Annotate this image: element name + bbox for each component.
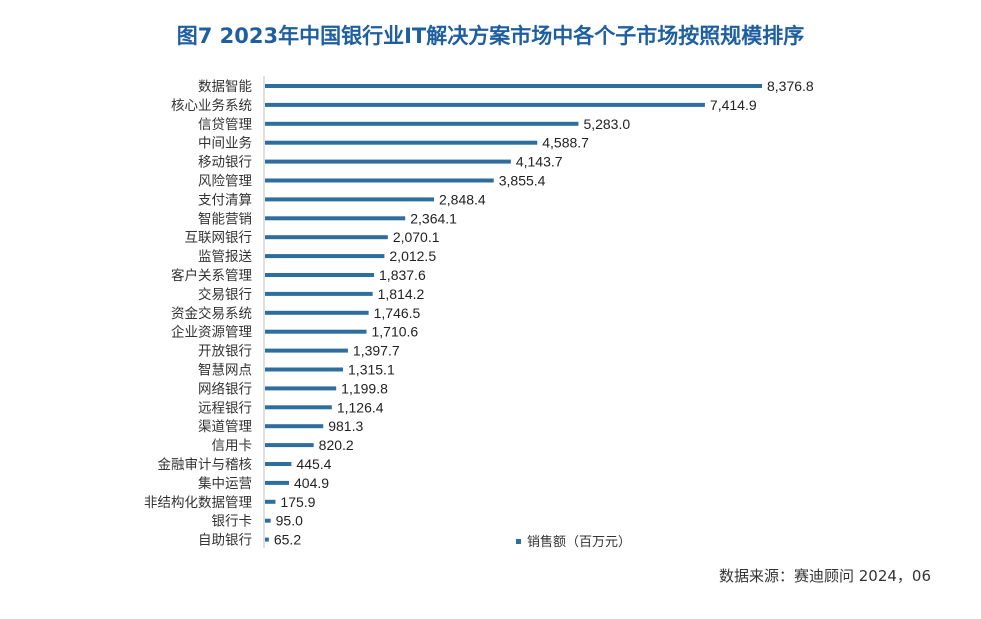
- value-label: 1,814.2: [378, 286, 425, 302]
- bar: [265, 443, 314, 448]
- category-label: 智慧网点: [198, 363, 252, 379]
- category-label: 资金交易系统: [171, 305, 252, 322]
- value-label: 7,414.9: [710, 97, 757, 113]
- value-label: 1,710.6: [371, 324, 418, 340]
- value-label: 4,143.7: [516, 154, 563, 170]
- category-label: 企业资源管理: [171, 324, 252, 341]
- category-label: 金融审计与稽核: [158, 457, 253, 473]
- category-label: 中间业务: [198, 136, 252, 152]
- bar: [265, 405, 332, 410]
- bar: [265, 84, 762, 88]
- value-label: 1,315.1: [348, 362, 395, 378]
- bar: [265, 480, 290, 485]
- bar: [265, 121, 579, 126]
- category-label: 互联网银行: [185, 230, 253, 246]
- bar: [265, 310, 369, 315]
- value-label: 65.2: [274, 532, 301, 548]
- value-label: 1,397.7: [353, 343, 400, 359]
- category-label: 信贷管理: [198, 117, 252, 133]
- category-label: 监管报送: [198, 249, 252, 265]
- bars-layer: [265, 84, 762, 542]
- labels-layer: 数据智能 8,376.8 核心业务系统 7,414.9 信贷管理 5,283.0 中间业务 4…: [144, 78, 814, 549]
- value-label: 1,199.8: [341, 380, 388, 396]
- bar: [265, 291, 373, 296]
- value-label: 8,376.8: [767, 78, 814, 94]
- value-label: 175.9: [280, 494, 315, 510]
- category-label: 数据智能: [198, 79, 252, 95]
- bar: [265, 235, 388, 240]
- category-label: 风险管理: [198, 174, 252, 190]
- category-label: 交易银行: [198, 286, 252, 303]
- value-label: 95.0: [276, 513, 303, 529]
- legend-label: 销售额（百万元）: [527, 534, 631, 550]
- category-label: 网络银行: [198, 381, 252, 397]
- bar: [265, 329, 367, 334]
- category-label: 自助银行: [198, 533, 252, 549]
- chart-title: 图7 2023年中国银行业IT解决方案市场中各个子市场按照规模排序: [176, 24, 805, 48]
- bar: [265, 348, 348, 353]
- category-label: 信用卡: [212, 438, 253, 454]
- category-label: 移动银行: [198, 155, 252, 171]
- value-label: 404.9: [294, 475, 329, 491]
- value-label: 2,070.1: [393, 229, 440, 245]
- legend-swatch: [516, 539, 521, 544]
- category-label: 远程银行: [198, 400, 252, 416]
- value-label: 4,588.7: [542, 135, 589, 151]
- bar: [265, 499, 276, 504]
- bar: [265, 537, 269, 542]
- bar: [265, 216, 406, 221]
- value-label: 820.2: [319, 437, 354, 453]
- bar: [265, 102, 705, 107]
- category-label: 银行卡: [212, 514, 253, 530]
- value-label: 1,746.5: [374, 305, 421, 321]
- bar: [265, 386, 337, 391]
- category-label: 客户关系管理: [171, 267, 252, 284]
- bar: [265, 159, 511, 164]
- value-label: 2,364.1: [410, 210, 457, 226]
- legend: 销售额（百万元）: [516, 534, 631, 550]
- value-label: 5,283.0: [583, 116, 630, 132]
- category-label: 核心业务系统: [171, 98, 252, 114]
- value-label: 2,848.4: [439, 191, 486, 207]
- bar: [265, 140, 538, 145]
- value-label: 445.4: [296, 456, 331, 472]
- bar: [265, 178, 494, 183]
- bar: [265, 367, 344, 372]
- bar: [265, 462, 292, 466]
- value-label: 981.3: [328, 418, 363, 434]
- category-label: 支付清算: [198, 192, 252, 208]
- category-label: 非结构化数据管理: [144, 495, 252, 511]
- bar: [265, 197, 434, 202]
- bar: [265, 254, 385, 259]
- value-label: 3,855.4: [499, 173, 546, 189]
- bar: [265, 424, 324, 429]
- bar: [265, 273, 375, 277]
- value-label: 1,126.4: [337, 399, 384, 415]
- category-label: 开放银行: [198, 344, 252, 360]
- category-label: 渠道管理: [198, 419, 252, 435]
- data-source-note: 数据来源：赛迪顾问 2024，06: [718, 567, 931, 585]
- value-label: 1,837.6: [379, 267, 426, 283]
- value-label: 2,012.5: [389, 248, 436, 264]
- bar: [265, 518, 271, 523]
- category-label: 智能营销: [198, 211, 252, 227]
- category-label: 集中运营: [198, 476, 252, 492]
